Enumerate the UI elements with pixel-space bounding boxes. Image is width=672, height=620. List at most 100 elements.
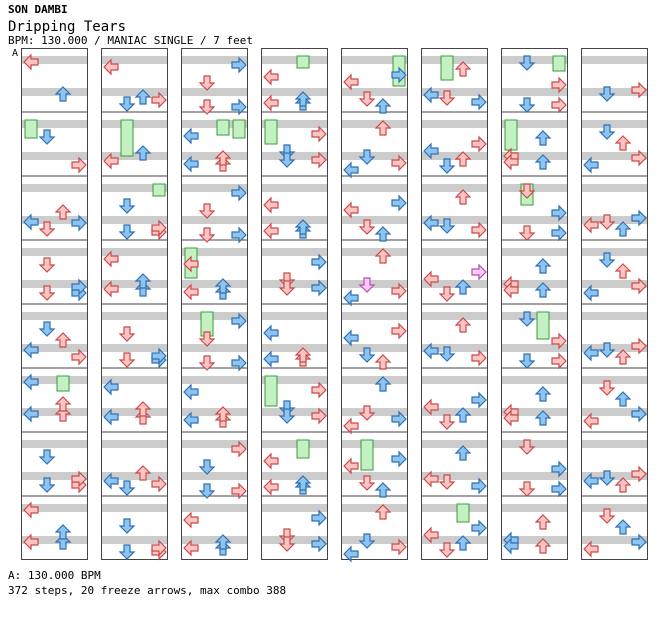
arrow-right — [471, 519, 487, 537]
arrow-up — [454, 279, 472, 295]
beat-band — [21, 120, 88, 128]
arrow-left — [263, 68, 279, 86]
arrow-left — [103, 408, 119, 426]
arrow-right — [231, 354, 247, 372]
arrow-left — [503, 409, 519, 427]
beat-band — [21, 184, 88, 192]
arrow-down — [598, 342, 616, 358]
arrow-right — [471, 349, 487, 367]
arrow-left — [263, 452, 279, 470]
beat-band — [421, 280, 488, 288]
arrow-up — [534, 282, 552, 298]
arrow-left — [583, 284, 599, 302]
arrow-up — [374, 120, 392, 136]
freeze-arrow-right — [552, 55, 566, 72]
arrow-down — [118, 544, 136, 560]
beat-band — [501, 504, 568, 512]
beat-band — [21, 472, 88, 480]
beat-band — [581, 56, 648, 64]
arrow-down — [118, 352, 136, 368]
beat-band — [421, 248, 488, 256]
arrow-down — [38, 321, 56, 337]
arrow-right — [231, 184, 247, 202]
arrow-left — [343, 201, 359, 219]
arrow-up — [454, 407, 472, 423]
arrow-right — [71, 348, 87, 366]
arrow-down — [198, 331, 216, 347]
arrow-up — [374, 482, 392, 498]
beat-band — [581, 248, 648, 256]
arrow-left — [423, 470, 439, 488]
arrow-right — [151, 539, 167, 557]
beat-band — [261, 216, 328, 224]
arrow-down — [598, 86, 616, 102]
arrow-down — [278, 152, 296, 168]
beat-band — [21, 344, 88, 352]
arrow-right — [391, 194, 407, 212]
beat-band — [421, 536, 488, 544]
arrow-left — [23, 341, 39, 359]
beat-band — [261, 152, 328, 160]
beat-band — [421, 504, 488, 512]
beat-band — [21, 408, 88, 416]
chart-column — [341, 48, 408, 560]
arrow-up — [374, 226, 392, 242]
arrow-down — [598, 124, 616, 140]
beat-band — [261, 408, 328, 416]
arrow-right — [71, 156, 87, 174]
beat-band — [181, 216, 248, 224]
arrow-right — [551, 76, 567, 94]
chart-column — [261, 48, 328, 560]
arrow-up — [134, 401, 152, 417]
arrow-up — [614, 391, 632, 407]
beat-band — [101, 56, 168, 64]
column-border — [341, 48, 408, 560]
arrow-up — [374, 376, 392, 392]
arrow-down — [438, 90, 456, 106]
beat-band — [101, 184, 168, 192]
arrow-up — [54, 396, 72, 412]
beat-band — [421, 440, 488, 448]
arrow-right — [231, 312, 247, 330]
beat-band — [581, 344, 648, 352]
beat-band — [421, 408, 488, 416]
chart-column — [21, 48, 88, 560]
beat-band — [261, 88, 328, 96]
arrow-up — [294, 347, 312, 363]
beat-band — [581, 440, 648, 448]
arrow-right — [391, 282, 407, 300]
beat-band — [261, 280, 328, 288]
arrow-right — [311, 151, 327, 169]
step-chart — [21, 48, 648, 563]
beat-band — [501, 248, 568, 256]
column-border — [21, 48, 88, 560]
arrow-down — [198, 203, 216, 219]
arrow-left — [583, 412, 599, 430]
arrow-left — [343, 545, 359, 563]
beat-band — [181, 472, 248, 480]
beat-band — [501, 376, 568, 384]
beat-band — [21, 280, 88, 288]
beat-band — [501, 472, 568, 480]
arrow-right — [551, 332, 567, 350]
arrow-down — [598, 470, 616, 486]
arrow-right — [231, 440, 247, 458]
beat-band — [21, 312, 88, 320]
beat-band — [181, 280, 248, 288]
arrow-down — [198, 355, 216, 371]
arrow-down — [118, 518, 136, 534]
arrow-right — [151, 347, 167, 365]
arrow-up — [294, 475, 312, 491]
beat-band — [421, 376, 488, 384]
arrow-up — [534, 514, 552, 530]
arrow-left — [23, 53, 39, 71]
beat-band — [501, 88, 568, 96]
freeze-arrow-up — [536, 311, 550, 340]
beat-band — [181, 248, 248, 256]
arrow-left — [583, 472, 599, 490]
chart-column — [501, 48, 568, 560]
arrow-down — [38, 285, 56, 301]
arrow-down — [118, 96, 136, 112]
arrow-left — [23, 213, 39, 231]
arrow-up — [374, 98, 392, 114]
